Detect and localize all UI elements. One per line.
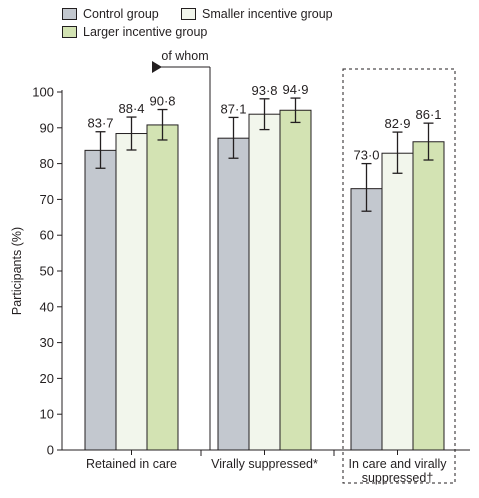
data-label: 90·8 xyxy=(149,94,175,109)
y-tick-label: 10 xyxy=(40,407,54,422)
bar xyxy=(146,124,179,451)
legend-item-control: Control group xyxy=(62,7,159,21)
data-label: 94·9 xyxy=(282,82,308,97)
data-label: 93·8 xyxy=(251,83,277,98)
y-tick-label: 0 xyxy=(47,443,54,458)
y-axis-label: Participants (%) xyxy=(10,227,24,315)
bar xyxy=(115,133,148,451)
legend-label-smaller: Smaller incentive group xyxy=(202,7,333,21)
bar xyxy=(217,137,250,451)
y-tick-label: 20 xyxy=(40,371,54,386)
x-tick-label: Retained in care xyxy=(86,457,177,471)
legend: Control group Smaller incentive group La… xyxy=(0,0,479,45)
legend-label-larger: Larger incentive group xyxy=(83,25,208,39)
legend-swatch-control xyxy=(62,8,77,20)
y-tick-label: 50 xyxy=(40,264,54,279)
y-tick-label: 30 xyxy=(40,335,54,350)
bar xyxy=(350,188,383,451)
y-tick-label: 70 xyxy=(40,192,54,207)
y-tick-label: 60 xyxy=(40,228,54,243)
data-label: 87·1 xyxy=(220,101,246,116)
y-tick-label: 90 xyxy=(40,120,54,135)
legend-item-smaller: Smaller incentive group xyxy=(181,7,333,21)
bar xyxy=(279,109,312,451)
bar xyxy=(381,152,414,451)
x-tick-label: In care and virally xyxy=(349,457,448,471)
highlight-box xyxy=(342,68,456,484)
legend-swatch-larger xyxy=(62,26,77,38)
y-tick-label: 100 xyxy=(32,85,54,100)
bar xyxy=(412,141,445,451)
data-label: 73·0 xyxy=(353,148,379,163)
y-tick-label: 40 xyxy=(40,299,54,314)
data-label: 88·4 xyxy=(118,101,144,116)
legend-item-larger: Larger incentive group xyxy=(62,25,207,39)
bar xyxy=(248,113,281,451)
data-label: 86·1 xyxy=(415,107,441,122)
legend-label-control: Control group xyxy=(83,7,159,21)
legend-swatch-smaller xyxy=(181,8,196,20)
x-tick-label: suppressed† xyxy=(362,471,434,485)
y-tick-label: 80 xyxy=(40,156,54,171)
bar xyxy=(84,149,117,451)
x-tick-label: Virally suppressed* xyxy=(211,457,318,471)
data-label: 83·7 xyxy=(87,116,113,131)
of-whom-annotation: of whom xyxy=(161,49,208,63)
of-whom-arrow-icon xyxy=(152,61,162,73)
data-label: 82·9 xyxy=(384,116,410,131)
